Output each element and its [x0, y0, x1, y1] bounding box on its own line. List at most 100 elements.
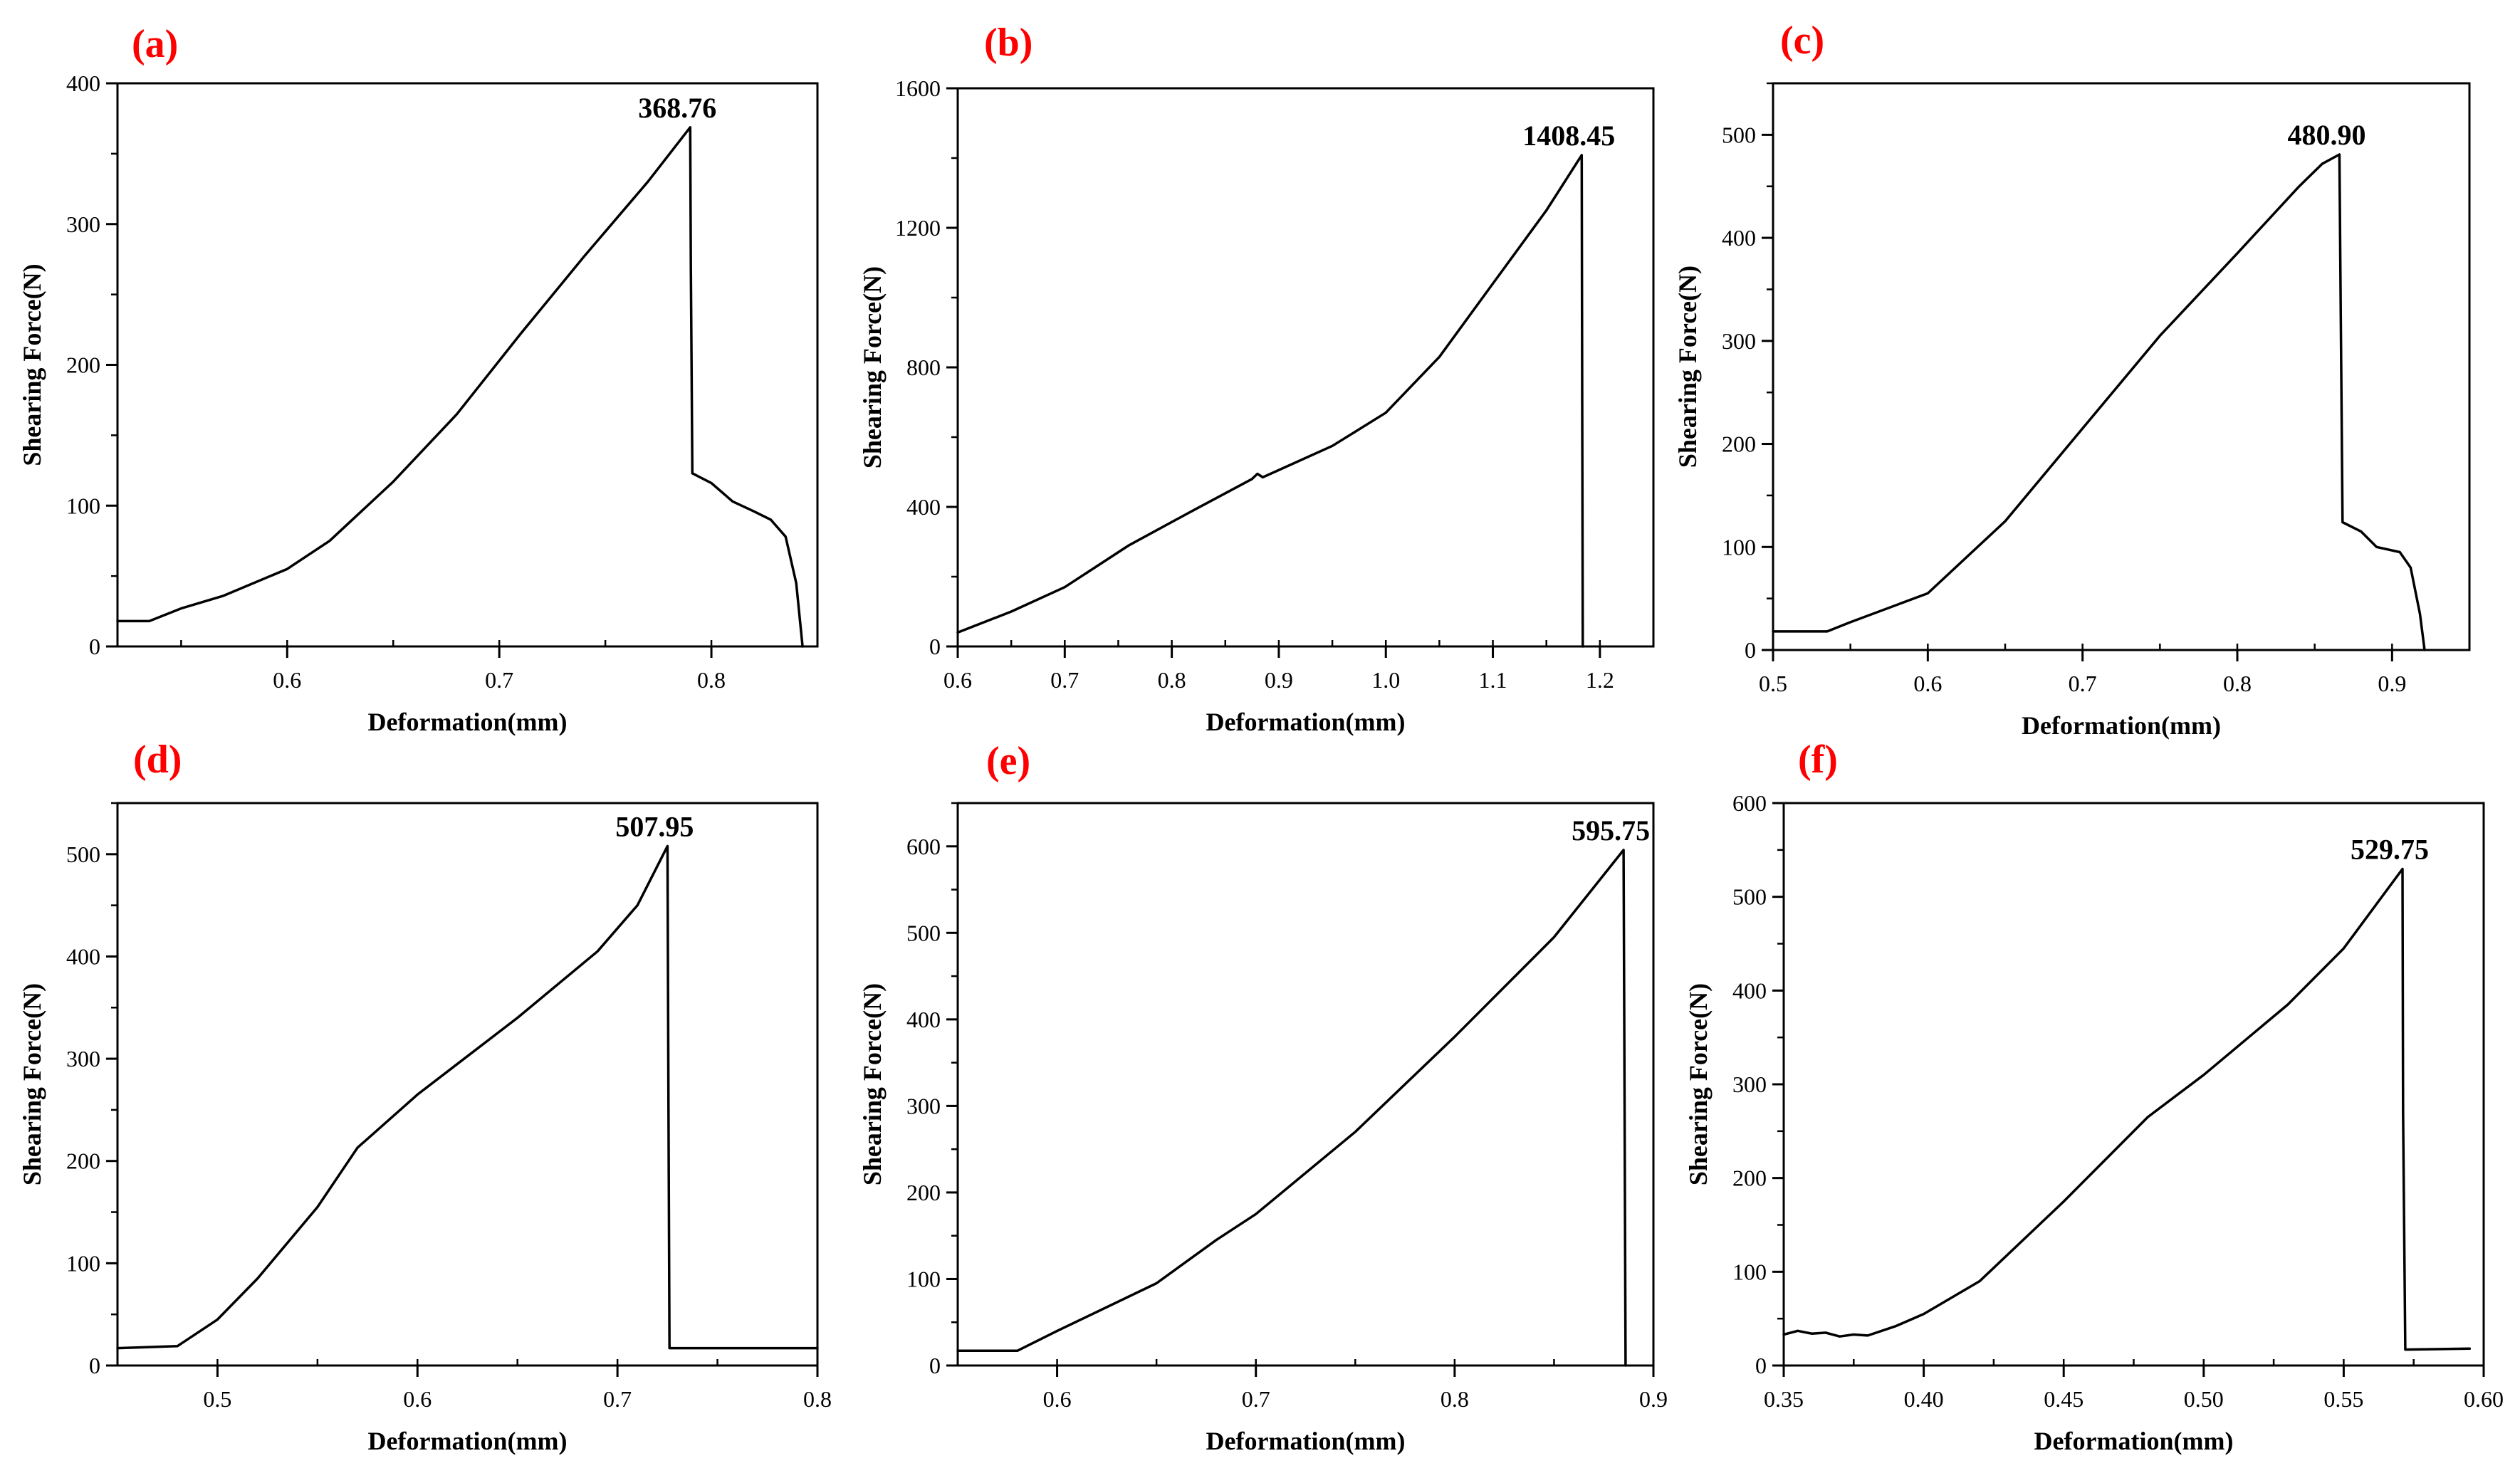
series-line-curve	[1772, 153, 2426, 651]
x-tick-label: 0.7	[2069, 671, 2097, 696]
peak-value-label: 507.95	[615, 810, 694, 842]
y-tick-label: 400	[906, 1007, 941, 1032]
x-tick-label: 0.6	[943, 667, 972, 693]
y-tick-label: 0	[89, 634, 100, 659]
chart-panel-3: (c) 0.5 0.6 0.7 0.8 0.9 0 100 200 300 400 500 Deform…	[1673, 19, 2471, 740]
x-tick-label: 0.55	[2323, 1386, 2363, 1412]
panel-label: (e)	[986, 739, 1030, 783]
y-tick-label: 100	[66, 1250, 100, 1276]
x-tick-label: 0.9	[1265, 667, 1293, 693]
y-tick-label: 100	[1722, 534, 1756, 560]
y-axis-title: Shearing Force(N)	[18, 263, 46, 466]
y-tick-label: 100	[66, 493, 100, 518]
plot-frame	[1772, 82, 2471, 651]
y-tick-label: 500	[906, 920, 941, 945]
y-tick-label: 400	[906, 494, 941, 520]
y-tick-label: 100	[906, 1266, 941, 1291]
panel-label: (c)	[1780, 19, 1824, 63]
peak-value-label: 368.76	[638, 92, 716, 124]
y-axis-title: Shearing Force(N)	[1673, 266, 1702, 468]
y-tick-label: 0	[929, 634, 941, 659]
panel-label: (b)	[984, 21, 1032, 65]
peak-value-label: 1408.45	[1522, 120, 1615, 152]
chart-panel-1: (a) 0.6 0.7 0.8 0 100 200 300 400 Deformation(mm)…	[18, 22, 819, 736]
y-tick-label: 600	[906, 834, 941, 859]
x-tick-label: 1.1	[1479, 667, 1507, 693]
y-tick-label: 1200	[895, 215, 941, 241]
x-tick-label: 0.7	[485, 667, 513, 693]
y-tick-label: 600	[1732, 790, 1767, 816]
x-tick-label: 0.9	[1639, 1386, 1668, 1412]
x-tick-label: 0.9	[2378, 671, 2406, 696]
peak-value-label: 595.75	[1572, 814, 1650, 847]
y-tick-label: 300	[1722, 328, 1756, 354]
plot-frame	[116, 802, 819, 1367]
series-line-curve	[1782, 867, 2472, 1351]
chart-panel-4: (d) 0.5 0.6 0.7 0.8 0 100 200 300 400 500 Deformati…	[18, 738, 832, 1455]
x-axis-title: Deformation(mm)	[1206, 708, 1406, 736]
x-tick-label: 0.5	[1759, 671, 1787, 696]
x-tick-label: 0.6	[273, 667, 301, 693]
x-axis-title: Deformation(mm)	[1206, 1427, 1406, 1455]
y-tick-label: 400	[1732, 978, 1767, 1003]
y-tick-label: 300	[906, 1093, 941, 1118]
y-tick-label: 300	[66, 1046, 100, 1071]
y-tick-label: 500	[1722, 122, 1756, 147]
series-line-curve	[116, 844, 819, 1350]
panel-label: (d)	[133, 738, 182, 782]
x-tick-label: 0.40	[1904, 1386, 1944, 1412]
y-tick-label: 300	[66, 211, 100, 237]
y-tick-label: 400	[1722, 225, 1756, 251]
y-tick-label: 800	[906, 355, 941, 380]
y-axis-title: Shearing Force(N)	[1684, 983, 1713, 1185]
series-line-curve	[956, 154, 1584, 648]
panel-label: (a)	[132, 22, 178, 66]
y-tick-label: 0	[1755, 1353, 1767, 1378]
x-tick-label: 0.8	[697, 667, 726, 693]
x-axis-title: Deformation(mm)	[368, 708, 568, 736]
plot-frame	[956, 802, 1655, 1367]
x-tick-label: 0.8	[1441, 1386, 1469, 1412]
y-axis-title: Shearing Force(N)	[858, 983, 887, 1185]
y-axis-title: Shearing Force(N)	[18, 983, 46, 1185]
y-tick-label: 0	[89, 1353, 100, 1378]
x-axis-title: Deformation(mm)	[2022, 711, 2221, 740]
y-tick-label: 300	[1732, 1071, 1767, 1097]
series-line-curve	[116, 126, 804, 648]
x-tick-label: 0.8	[803, 1386, 832, 1412]
x-axis-title: Deformation(mm)	[368, 1427, 568, 1455]
x-tick-label: 0.45	[2044, 1386, 2084, 1412]
x-tick-label: 0.50	[2184, 1386, 2224, 1412]
x-tick-label: 0.60	[2464, 1386, 2504, 1412]
x-tick-label: 0.35	[1764, 1386, 1804, 1412]
x-tick-label: 0.7	[1050, 667, 1079, 693]
y-tick-label: 200	[1732, 1165, 1767, 1191]
y-tick-label: 400	[66, 70, 100, 96]
y-tick-label: 400	[66, 943, 100, 969]
y-tick-label: 100	[1732, 1259, 1767, 1284]
x-tick-label: 0.8	[2223, 671, 2252, 696]
x-tick-label: 0.5	[203, 1386, 231, 1412]
x-tick-label: 0.8	[1158, 667, 1186, 693]
y-tick-label: 200	[66, 352, 100, 378]
y-tick-label: 500	[66, 842, 100, 867]
x-tick-label: 0.6	[1913, 671, 1942, 696]
y-tick-label: 500	[1732, 884, 1767, 910]
panel-label: (f)	[1798, 738, 1838, 782]
x-tick-label: 1.0	[1371, 667, 1400, 693]
plot-frame	[956, 87, 1655, 648]
x-tick-label: 0.7	[1242, 1386, 1270, 1412]
y-axis-title: Shearing Force(N)	[858, 266, 887, 468]
peak-value-label: 480.90	[2287, 119, 2365, 151]
x-tick-label: 0.6	[403, 1386, 432, 1412]
y-tick-label: 200	[66, 1148, 100, 1174]
plot-frame	[116, 82, 819, 648]
x-tick-label: 0.7	[603, 1386, 632, 1412]
y-tick-label: 0	[929, 1353, 941, 1378]
y-tick-label: 200	[1722, 431, 1756, 457]
x-tick-label: 1.2	[1586, 667, 1614, 693]
x-axis-title: Deformation(mm)	[2034, 1427, 2234, 1455]
y-tick-label: 1600	[895, 75, 941, 101]
y-tick-label: 200	[906, 1180, 941, 1205]
